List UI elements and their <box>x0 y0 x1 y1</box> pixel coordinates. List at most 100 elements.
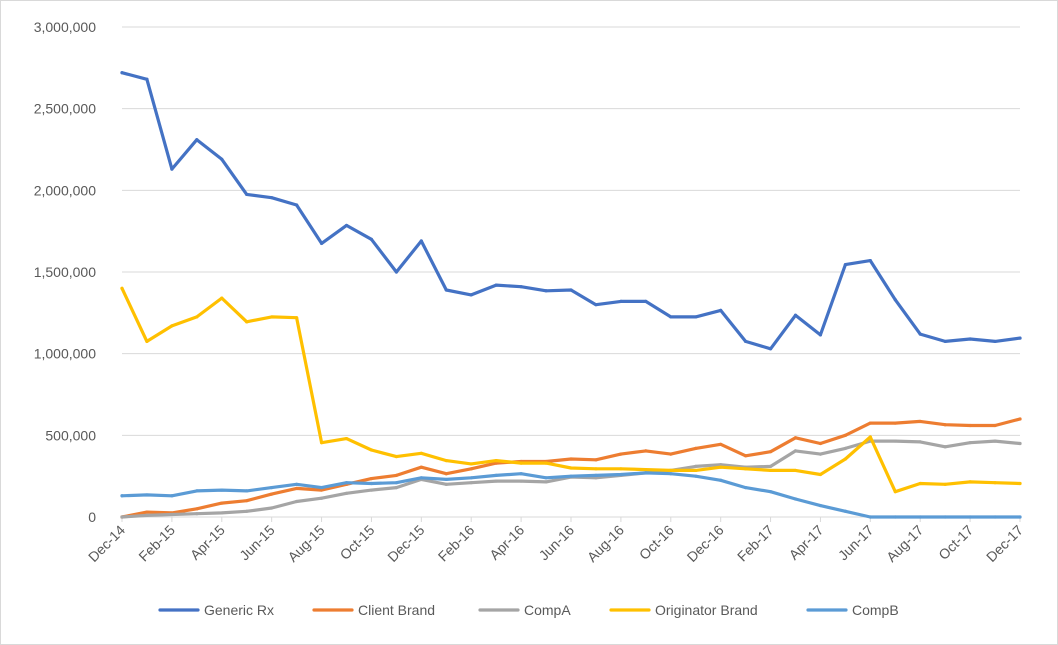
data-point-compa <box>444 482 448 486</box>
data-point-originator-brand <box>419 451 423 455</box>
data-point-client-brand <box>369 477 374 481</box>
data-point-originator-brand <box>145 339 149 344</box>
data-point-originator-brand <box>943 482 947 486</box>
x-tick-label: Dec-14 <box>85 522 128 565</box>
data-point-client-brand <box>394 473 398 477</box>
data-point-compb <box>419 476 423 480</box>
data-point-compb <box>519 472 523 476</box>
x-tick-label: Dec-17 <box>983 522 1026 565</box>
data-point-originator-brand <box>744 467 748 471</box>
x-tick-label: Aug-17 <box>883 522 926 565</box>
data-point-client-brand <box>295 486 299 491</box>
data-point-compa <box>245 509 249 513</box>
x-tick-label: Oct-17 <box>935 522 976 563</box>
data-point-compa <box>1018 441 1022 446</box>
data-point-originator-brand <box>993 481 997 485</box>
data-point-generic-rx <box>968 337 972 341</box>
data-point-generic-rx <box>644 299 648 303</box>
data-point-generic-rx <box>694 315 698 319</box>
data-point-compb <box>719 478 723 482</box>
data-point-generic-rx <box>1018 336 1022 340</box>
data-point-originator-brand <box>619 467 623 471</box>
data-point-generic-rx <box>544 289 548 293</box>
data-point-generic-rx <box>170 167 174 171</box>
data-point-generic-rx <box>993 339 997 344</box>
data-point-compa <box>319 496 324 500</box>
data-point-compa <box>170 512 174 517</box>
data-point-compa <box>145 513 149 517</box>
y-tick-label: 1,000,000 <box>34 346 96 362</box>
x-tick-label: Jun-15 <box>236 522 278 564</box>
data-point-client-brand <box>419 465 423 469</box>
data-point-compb <box>768 490 773 494</box>
data-point-originator-brand <box>344 437 349 441</box>
data-point-compb <box>1018 515 1022 519</box>
data-point-generic-rx <box>220 157 224 161</box>
x-tick-label: Oct-15 <box>337 522 378 563</box>
y-tick-label: 1,500,000 <box>34 264 96 280</box>
data-point-generic-rx <box>793 313 798 317</box>
data-point-generic-rx <box>319 241 324 246</box>
data-point-generic-rx <box>369 237 374 241</box>
data-point-compa <box>544 480 548 484</box>
data-point-generic-rx <box>868 258 872 263</box>
data-point-client-brand <box>469 467 473 471</box>
data-point-compb <box>394 481 398 485</box>
data-point-originator-brand <box>1018 481 1022 486</box>
data-point-compa <box>494 479 498 483</box>
series-generic-rx <box>120 71 1022 351</box>
data-point-originator-brand <box>170 324 174 328</box>
data-point-client-brand <box>644 449 648 453</box>
data-point-client-brand <box>918 419 922 424</box>
legend-item-generic-rx: Generic Rx <box>158 602 274 618</box>
data-point-generic-rx <box>394 270 398 274</box>
data-point-compa <box>270 506 274 510</box>
data-point-generic-rx <box>444 288 448 292</box>
data-point-compb <box>993 515 997 519</box>
x-tick-label: Feb-16 <box>435 522 478 565</box>
data-point-generic-rx <box>843 263 847 267</box>
legend-item-client-brand: Client Brand <box>312 602 435 618</box>
data-point-compb <box>744 486 748 490</box>
data-point-generic-rx <box>344 223 349 228</box>
data-point-compb <box>245 489 249 493</box>
data-point-compa <box>719 463 723 467</box>
data-point-compa <box>968 441 972 445</box>
data-point-compa <box>220 511 224 515</box>
data-point-compb <box>893 515 897 519</box>
data-point-client-brand <box>569 457 573 461</box>
data-point-client-brand <box>245 499 249 503</box>
data-point-originator-brand <box>893 490 897 494</box>
series-compb <box>120 471 1022 519</box>
data-point-compb <box>843 509 847 513</box>
legend-item-compa: CompA <box>478 602 571 618</box>
data-point-compb <box>818 503 823 508</box>
data-point-compb <box>344 481 349 485</box>
data-point-originator-brand <box>793 468 798 473</box>
data-point-client-brand <box>270 492 274 496</box>
y-tick-label: 0 <box>88 509 96 525</box>
y-tick-label: 500,000 <box>45 427 96 443</box>
data-point-generic-rx <box>469 293 473 297</box>
data-point-client-brand <box>145 510 149 514</box>
data-point-generic-rx <box>818 333 823 337</box>
data-point-generic-rx <box>419 239 423 243</box>
data-point-client-brand <box>619 452 623 456</box>
data-point-client-brand <box>768 450 773 454</box>
data-point-client-brand <box>1018 417 1022 421</box>
data-point-compa <box>519 479 523 483</box>
data-point-compa <box>469 481 473 485</box>
series-line-compa <box>120 439 1022 519</box>
data-point-client-brand <box>968 423 972 428</box>
data-point-client-brand <box>594 458 598 462</box>
series-line-generic-rx <box>120 71 1022 351</box>
data-point-compa <box>918 440 922 444</box>
data-point-generic-rx <box>145 77 149 81</box>
data-point-originator-brand <box>544 461 548 465</box>
data-point-generic-rx <box>619 299 623 303</box>
data-point-client-brand <box>195 507 199 511</box>
data-point-originator-brand <box>295 316 299 320</box>
data-point-compb <box>295 482 299 486</box>
data-point-originator-brand <box>394 454 398 459</box>
